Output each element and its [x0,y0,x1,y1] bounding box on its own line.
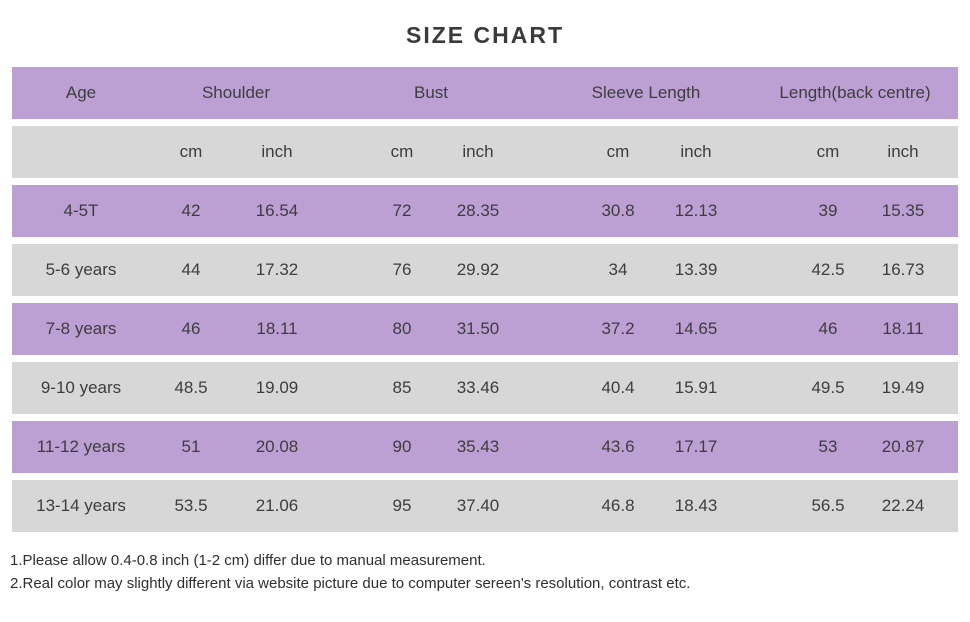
cell-value: 42 [150,185,232,237]
unit-header-cm: cm [322,126,442,178]
cell-value: 17.17 [656,421,753,473]
cell-value: 18.11 [868,303,959,355]
cell-value: 42.5 [752,244,869,296]
unit-header-cm: cm [540,126,656,178]
note-line: 1.Please allow 0.4-0.8 inch (1-2 cm) dif… [10,552,486,569]
cell-value: 76 [322,244,442,296]
cell-value: 16.54 [232,185,322,237]
page-title: SIZE CHART [406,22,564,48]
cell-value: 35.43 [442,421,540,473]
col-header-sleeve-length: Sleeve Length [540,67,753,119]
cell-value: 13.39 [656,244,753,296]
cell-value: 37.40 [442,480,540,532]
cell-value: 22.24 [868,480,959,532]
unit-header-inch: inch [656,126,753,178]
cell-age: 9-10 years [12,362,150,414]
cell-value: 28.35 [442,185,540,237]
unit-header-inch: inch [442,126,540,178]
size-chart-table: Age Shoulder Bust Sleeve Length Length(b… [12,60,959,539]
cell-value: 51 [150,421,232,473]
table-row: 11-12 years 51 20.08 90 35.43 43.6 17.17… [12,421,959,473]
cell-value: 19.49 [868,362,959,414]
cell-value: 90 [322,421,442,473]
cell-value: 20.87 [868,421,959,473]
cell-value: 39 [752,185,869,237]
unit-header-row: cm inch cm inch cm inch cm inch [12,126,959,178]
table-row: 13-14 years 53.5 21.06 95 37.40 46.8 18.… [12,480,959,532]
cell-age: 4-5T [12,185,150,237]
cell-value: 19.09 [232,362,322,414]
unit-header-inch: inch [232,126,322,178]
note-line: 2.Real color may slightly different via … [10,575,691,592]
cell-value: 33.46 [442,362,540,414]
unit-header-cm: cm [150,126,232,178]
cell-value: 40.4 [540,362,656,414]
col-header-length-back-centre: Length(back centre) [752,67,959,119]
cell-value: 56.5 [752,480,869,532]
table-row: 9-10 years 48.5 19.09 85 33.46 40.4 15.9… [12,362,959,414]
column-header-row: Age Shoulder Bust Sleeve Length Length(b… [12,67,959,119]
col-header-bust: Bust [322,67,540,119]
cell-value: 14.65 [656,303,753,355]
cell-value: 72 [322,185,442,237]
cell-value: 17.32 [232,244,322,296]
col-header-age: Age [12,67,150,119]
unit-header-inch: inch [868,126,959,178]
cell-value: 12.13 [656,185,753,237]
cell-value: 48.5 [150,362,232,414]
cell-value: 53.5 [150,480,232,532]
cell-value: 80 [322,303,442,355]
cell-value: 37.2 [540,303,656,355]
cell-value: 49.5 [752,362,869,414]
cell-value: 85 [322,362,442,414]
table-row: 5-6 years 44 17.32 76 29.92 34 13.39 42.… [12,244,959,296]
cell-value: 18.11 [232,303,322,355]
cell-value: 34 [540,244,656,296]
cell-value: 29.92 [442,244,540,296]
cell-value: 53 [752,421,869,473]
unit-header-empty [12,126,150,178]
cell-value: 30.8 [540,185,656,237]
cell-value: 21.06 [232,480,322,532]
table-row: 7-8 years 46 18.11 80 31.50 37.2 14.65 4… [12,303,959,355]
cell-age: 7-8 years [12,303,150,355]
cell-age: 11-12 years [12,421,150,473]
cell-age: 5-6 years [12,244,150,296]
cell-value: 18.43 [656,480,753,532]
cell-value: 46 [150,303,232,355]
cell-value: 44 [150,244,232,296]
cell-value: 31.50 [442,303,540,355]
cell-age: 13-14 years [12,480,150,532]
footnotes: 1.Please allow 0.4-0.8 inch (1-2 cm) dif… [10,549,970,595]
cell-value: 43.6 [540,421,656,473]
cell-value: 95 [322,480,442,532]
table-row: 4-5T 42 16.54 72 28.35 30.8 12.13 39 15.… [12,185,959,237]
cell-value: 46 [752,303,869,355]
cell-value: 46.8 [540,480,656,532]
col-header-shoulder: Shoulder [150,67,322,119]
cell-value: 16.73 [868,244,959,296]
unit-header-cm: cm [752,126,869,178]
cell-value: 15.91 [656,362,753,414]
cell-value: 15.35 [868,185,959,237]
cell-value: 20.08 [232,421,322,473]
